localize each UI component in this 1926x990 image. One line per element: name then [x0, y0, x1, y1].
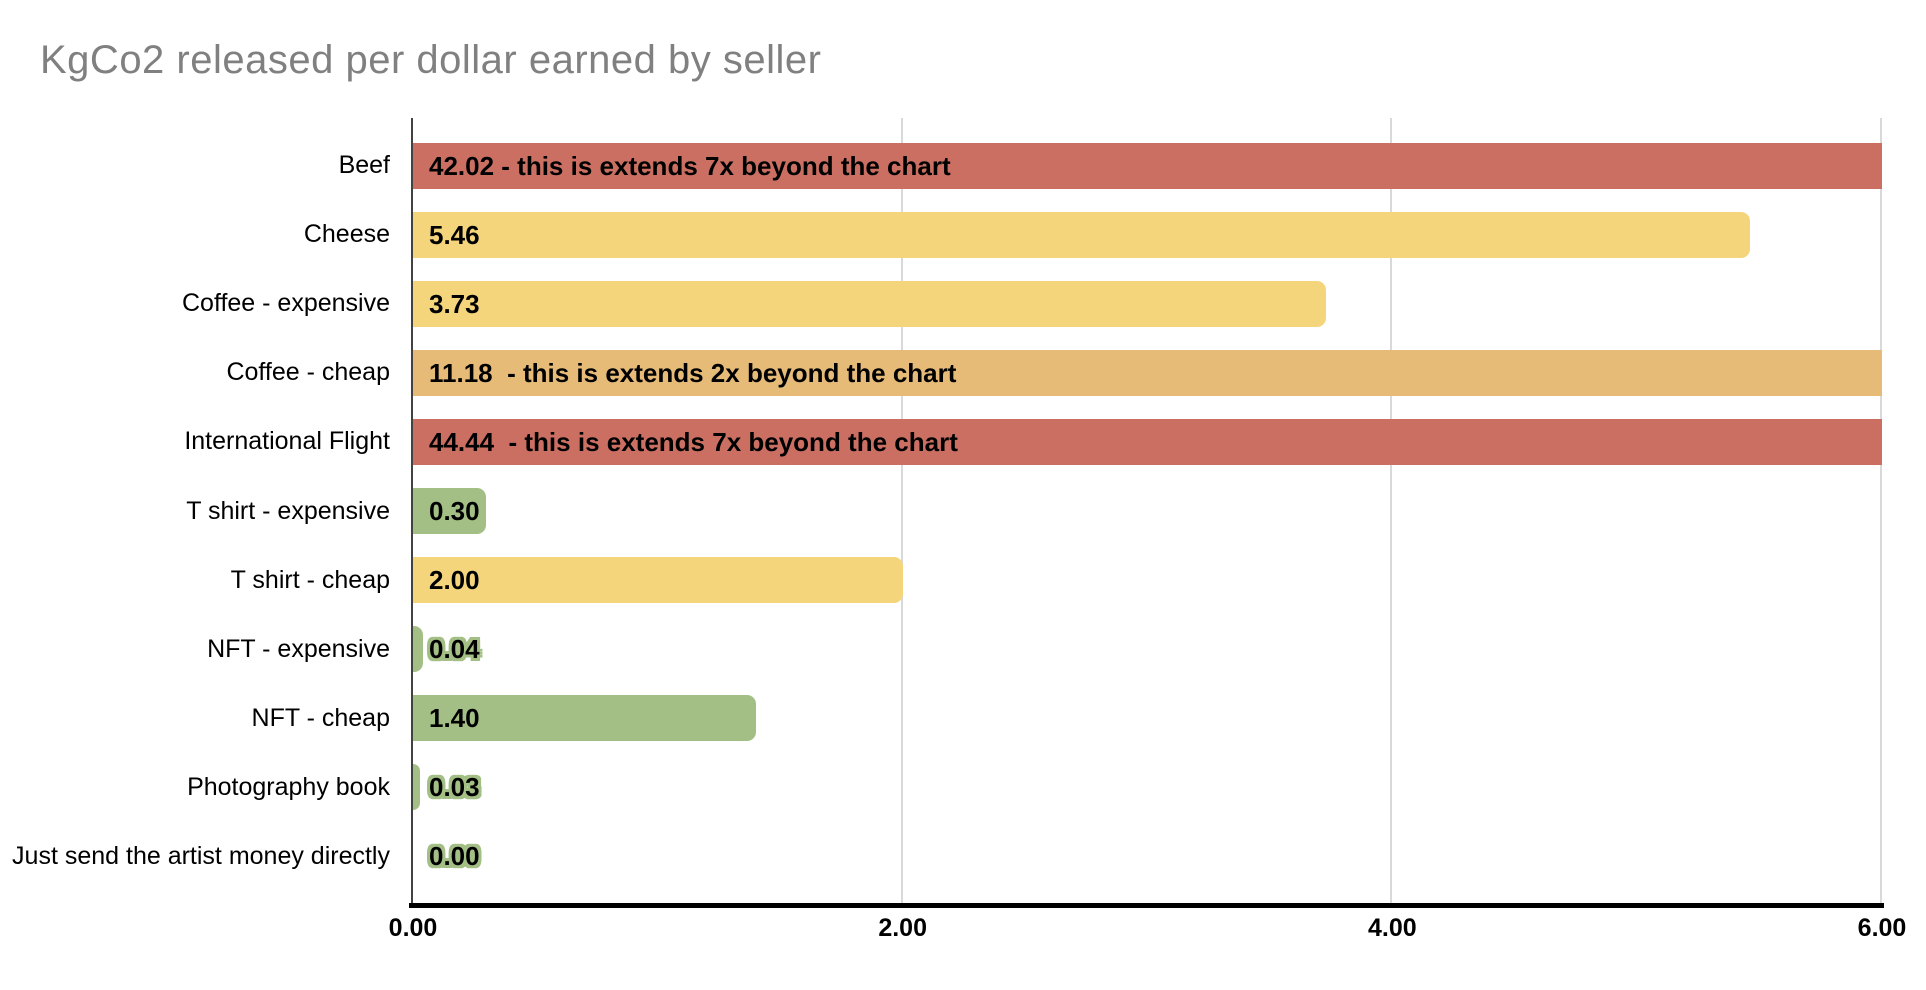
bar-rows: 42.02 - this is extends 7x beyond the ch…: [413, 131, 1882, 891]
chart-title: KgCo2 released per dollar earned by sell…: [40, 38, 822, 82]
bar-row: 3.73: [413, 269, 1882, 338]
bar-value-label: 2.00: [429, 565, 480, 596]
x-axis-line: [409, 903, 1884, 908]
bar-row: 0.00: [413, 822, 1882, 891]
gridline-6: [1880, 118, 1882, 905]
bar-value-label: 42.02 - this is extends 7x beyond the ch…: [429, 150, 951, 181]
category-label: NFT - expensive: [207, 634, 390, 663]
bar-row: 0.04: [413, 615, 1882, 684]
bar: [413, 211, 1750, 258]
x-tick-label: 2.00: [878, 914, 927, 942]
category-label: Cheese: [303, 220, 390, 249]
x-tick-label: 6.00: [1857, 914, 1907, 942]
bar: [413, 488, 486, 535]
bar-value-label: 3.73: [429, 288, 480, 319]
category-axis-labels: Beef Cheese Coffee - expensive Coffee - che…: [0, 131, 390, 891]
category-label: Coffee - expensive: [182, 289, 390, 318]
bar-row: 1.40: [413, 684, 1882, 753]
gridline-2: [900, 118, 903, 905]
bar: [413, 280, 1326, 327]
category-label: International Flight: [184, 427, 390, 456]
bar: [413, 557, 903, 604]
bar: [413, 626, 423, 673]
bar-value-label: 0.30: [429, 496, 480, 527]
bar-row: 0.30: [413, 476, 1882, 545]
bar-value-label: 11.18 - this is extends 2x beyond the ch…: [429, 357, 957, 388]
y-axis-line: [411, 118, 413, 905]
bar: [413, 349, 1882, 396]
x-tick-label: 0.00: [388, 914, 438, 942]
gridline-4: [1390, 118, 1393, 905]
bar: [413, 418, 1882, 465]
category-label: Coffee - cheap: [226, 358, 390, 387]
bar-value-label: 1.40: [429, 703, 480, 734]
category-label: T shirt - expensive: [186, 496, 390, 525]
plot-area: 42.02 - this is extends 7x beyond the ch…: [411, 118, 1882, 905]
bar-value-label: 0.04: [429, 634, 480, 665]
bar-value-label: 5.46: [429, 219, 480, 250]
bar-row: 2.00: [413, 546, 1882, 615]
bar: [413, 142, 1882, 189]
bar-value-label: 0.03: [429, 772, 480, 803]
bar-value-label: 44.44 - this is extends 7x beyond the ch…: [429, 426, 958, 457]
bar: [413, 695, 756, 742]
bar-row: 5.46: [413, 200, 1882, 269]
bar-row: 44.44 - this is extends 7x beyond the ch…: [413, 407, 1882, 476]
x-tick-label: 4.00: [1367, 914, 1417, 942]
bar-value-label: 0.00: [429, 841, 480, 872]
category-label: Just send the artist money directly: [12, 841, 390, 870]
category-label: T shirt - cheap: [230, 565, 390, 594]
bar: [413, 764, 420, 811]
bar-row: 0.03: [413, 753, 1882, 822]
category-label: Beef: [338, 151, 390, 180]
bar-row: 11.18 - this is extends 2x beyond the ch…: [413, 338, 1882, 407]
category-label: Photography book: [187, 772, 390, 801]
bar-row: 42.02 - this is extends 7x beyond the ch…: [413, 131, 1882, 200]
category-label: NFT - cheap: [251, 703, 390, 732]
